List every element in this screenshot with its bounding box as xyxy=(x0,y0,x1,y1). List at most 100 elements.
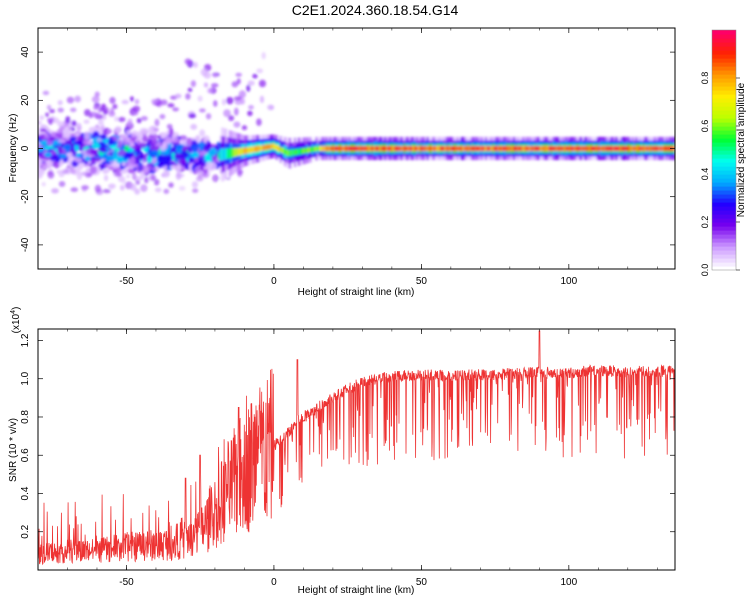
heatmap-cell xyxy=(70,108,76,113)
heatmap-cell xyxy=(101,104,106,112)
colorbar-segment xyxy=(712,262,736,267)
heatmap-cell xyxy=(189,114,196,119)
colorbar-segment xyxy=(712,46,736,51)
heatmap-cell xyxy=(107,129,112,134)
heatmap-cell xyxy=(176,172,182,180)
heatmap-cell xyxy=(44,132,50,139)
x-tick-label: 0 xyxy=(271,276,277,287)
heatmap-cell xyxy=(228,115,234,121)
heatmap-cell xyxy=(193,167,201,173)
colorbar-segment xyxy=(712,154,736,159)
colorbar-segment xyxy=(712,198,736,203)
heatmap-cell xyxy=(210,147,217,156)
colorbar-gradient xyxy=(712,30,736,271)
heatmap-cell xyxy=(137,133,143,139)
heatmap-cell xyxy=(59,125,65,130)
colorbar-segment xyxy=(712,110,736,115)
heatmap-cell xyxy=(81,172,87,176)
colorbar-segment xyxy=(712,70,736,75)
y-tick-label: 0 xyxy=(20,145,31,151)
heatmap-cell xyxy=(256,118,262,126)
spectrogram-panel: -50 0 50 100-40-2002040 Height of straight … xyxy=(8,28,675,298)
heatmap-cell xyxy=(242,125,247,130)
heatmap-cell xyxy=(163,189,169,194)
heatmap-cell xyxy=(58,100,63,105)
heatmap-cell xyxy=(262,52,266,59)
colorbar-segment xyxy=(712,38,736,43)
heatmap-cell xyxy=(74,96,81,103)
heatmap-cell xyxy=(198,96,203,102)
spectrogram-x-label: Height of straight line (km) xyxy=(298,287,415,298)
heatmap-cell xyxy=(179,186,186,191)
y-tick-label: 1.2 xyxy=(20,333,31,347)
heatmap-cell xyxy=(237,78,241,84)
heatmap-cell xyxy=(103,189,111,193)
heatmap-cell xyxy=(235,73,242,77)
snr-scale-prefix: (x10 xyxy=(11,313,22,333)
heatmap-cell xyxy=(101,125,105,131)
heatmap-cell xyxy=(42,140,47,147)
heatmap-cell xyxy=(91,159,96,165)
heatmap-cell xyxy=(180,158,187,167)
heatmap-cell xyxy=(90,166,97,174)
heatmap-cell xyxy=(132,172,137,180)
heatmap-cell xyxy=(57,146,62,154)
y-tick-label: 0.6 xyxy=(20,448,31,462)
heatmap-cell xyxy=(74,130,81,135)
heatmap-cell xyxy=(130,133,136,138)
heatmap-cell xyxy=(85,156,91,161)
heatmap-cell xyxy=(81,185,89,190)
colorbar-segment xyxy=(712,50,736,55)
heatmap-cell xyxy=(188,148,193,153)
heatmap-cell xyxy=(192,181,198,188)
heatmap-cell xyxy=(209,162,217,170)
heatmap-cell xyxy=(96,114,100,118)
colorbar-segment xyxy=(712,102,736,107)
heatmap-cell xyxy=(153,167,160,172)
spectrogram-y-label: Frequency (Hz) xyxy=(8,114,19,183)
heatmap-cell xyxy=(199,129,205,136)
colorbar-segment xyxy=(712,242,736,247)
heatmap-cell xyxy=(188,157,194,163)
heatmap-cell xyxy=(191,144,199,152)
heatmap-cell xyxy=(126,174,130,179)
heatmap-cell xyxy=(47,118,54,122)
heatmap-cell xyxy=(59,181,66,187)
heatmap-cell xyxy=(222,99,226,106)
colorbar-segment xyxy=(712,230,736,235)
heatmap-cell xyxy=(92,143,101,149)
heatmap-cell xyxy=(122,139,126,146)
x-tick-label: 100 xyxy=(560,577,577,588)
heatmap-cell xyxy=(179,135,187,140)
heatmap-cell xyxy=(198,158,203,163)
heatmap-cell xyxy=(212,174,219,182)
colorbar-segment xyxy=(712,142,736,147)
heatmap-cell xyxy=(171,136,178,142)
snr-y-scale-label: (x104) xyxy=(10,307,22,334)
heatmap-cell xyxy=(136,140,140,145)
heatmap-cell xyxy=(97,138,102,142)
heatmap-cell xyxy=(213,73,218,78)
heatmap-cell xyxy=(133,106,141,112)
x-tick-label: 100 xyxy=(560,276,577,287)
heatmap-cell xyxy=(148,127,153,131)
colorbar-segment xyxy=(712,150,736,155)
heatmap-cell xyxy=(109,97,115,104)
heatmap-cell xyxy=(256,69,263,74)
heatmap-cell xyxy=(115,126,122,133)
heatmap-cell xyxy=(207,88,213,94)
heatmap-cell xyxy=(93,106,99,110)
colorbar-segment xyxy=(712,178,736,183)
heatmap-cell xyxy=(118,117,126,122)
heatmap-cell xyxy=(142,136,148,142)
heatmap-cell xyxy=(108,139,113,145)
x-tick-label: 50 xyxy=(416,276,428,287)
heatmap-cell xyxy=(140,184,147,192)
heatmap-cell xyxy=(35,159,42,166)
colorbar-segment xyxy=(712,162,736,167)
colorbar-segment xyxy=(712,174,736,179)
heatmap-cell xyxy=(141,116,148,121)
heatmap-cell xyxy=(267,104,274,110)
heatmap-cell xyxy=(175,94,182,99)
heatmap-cell xyxy=(104,175,109,181)
